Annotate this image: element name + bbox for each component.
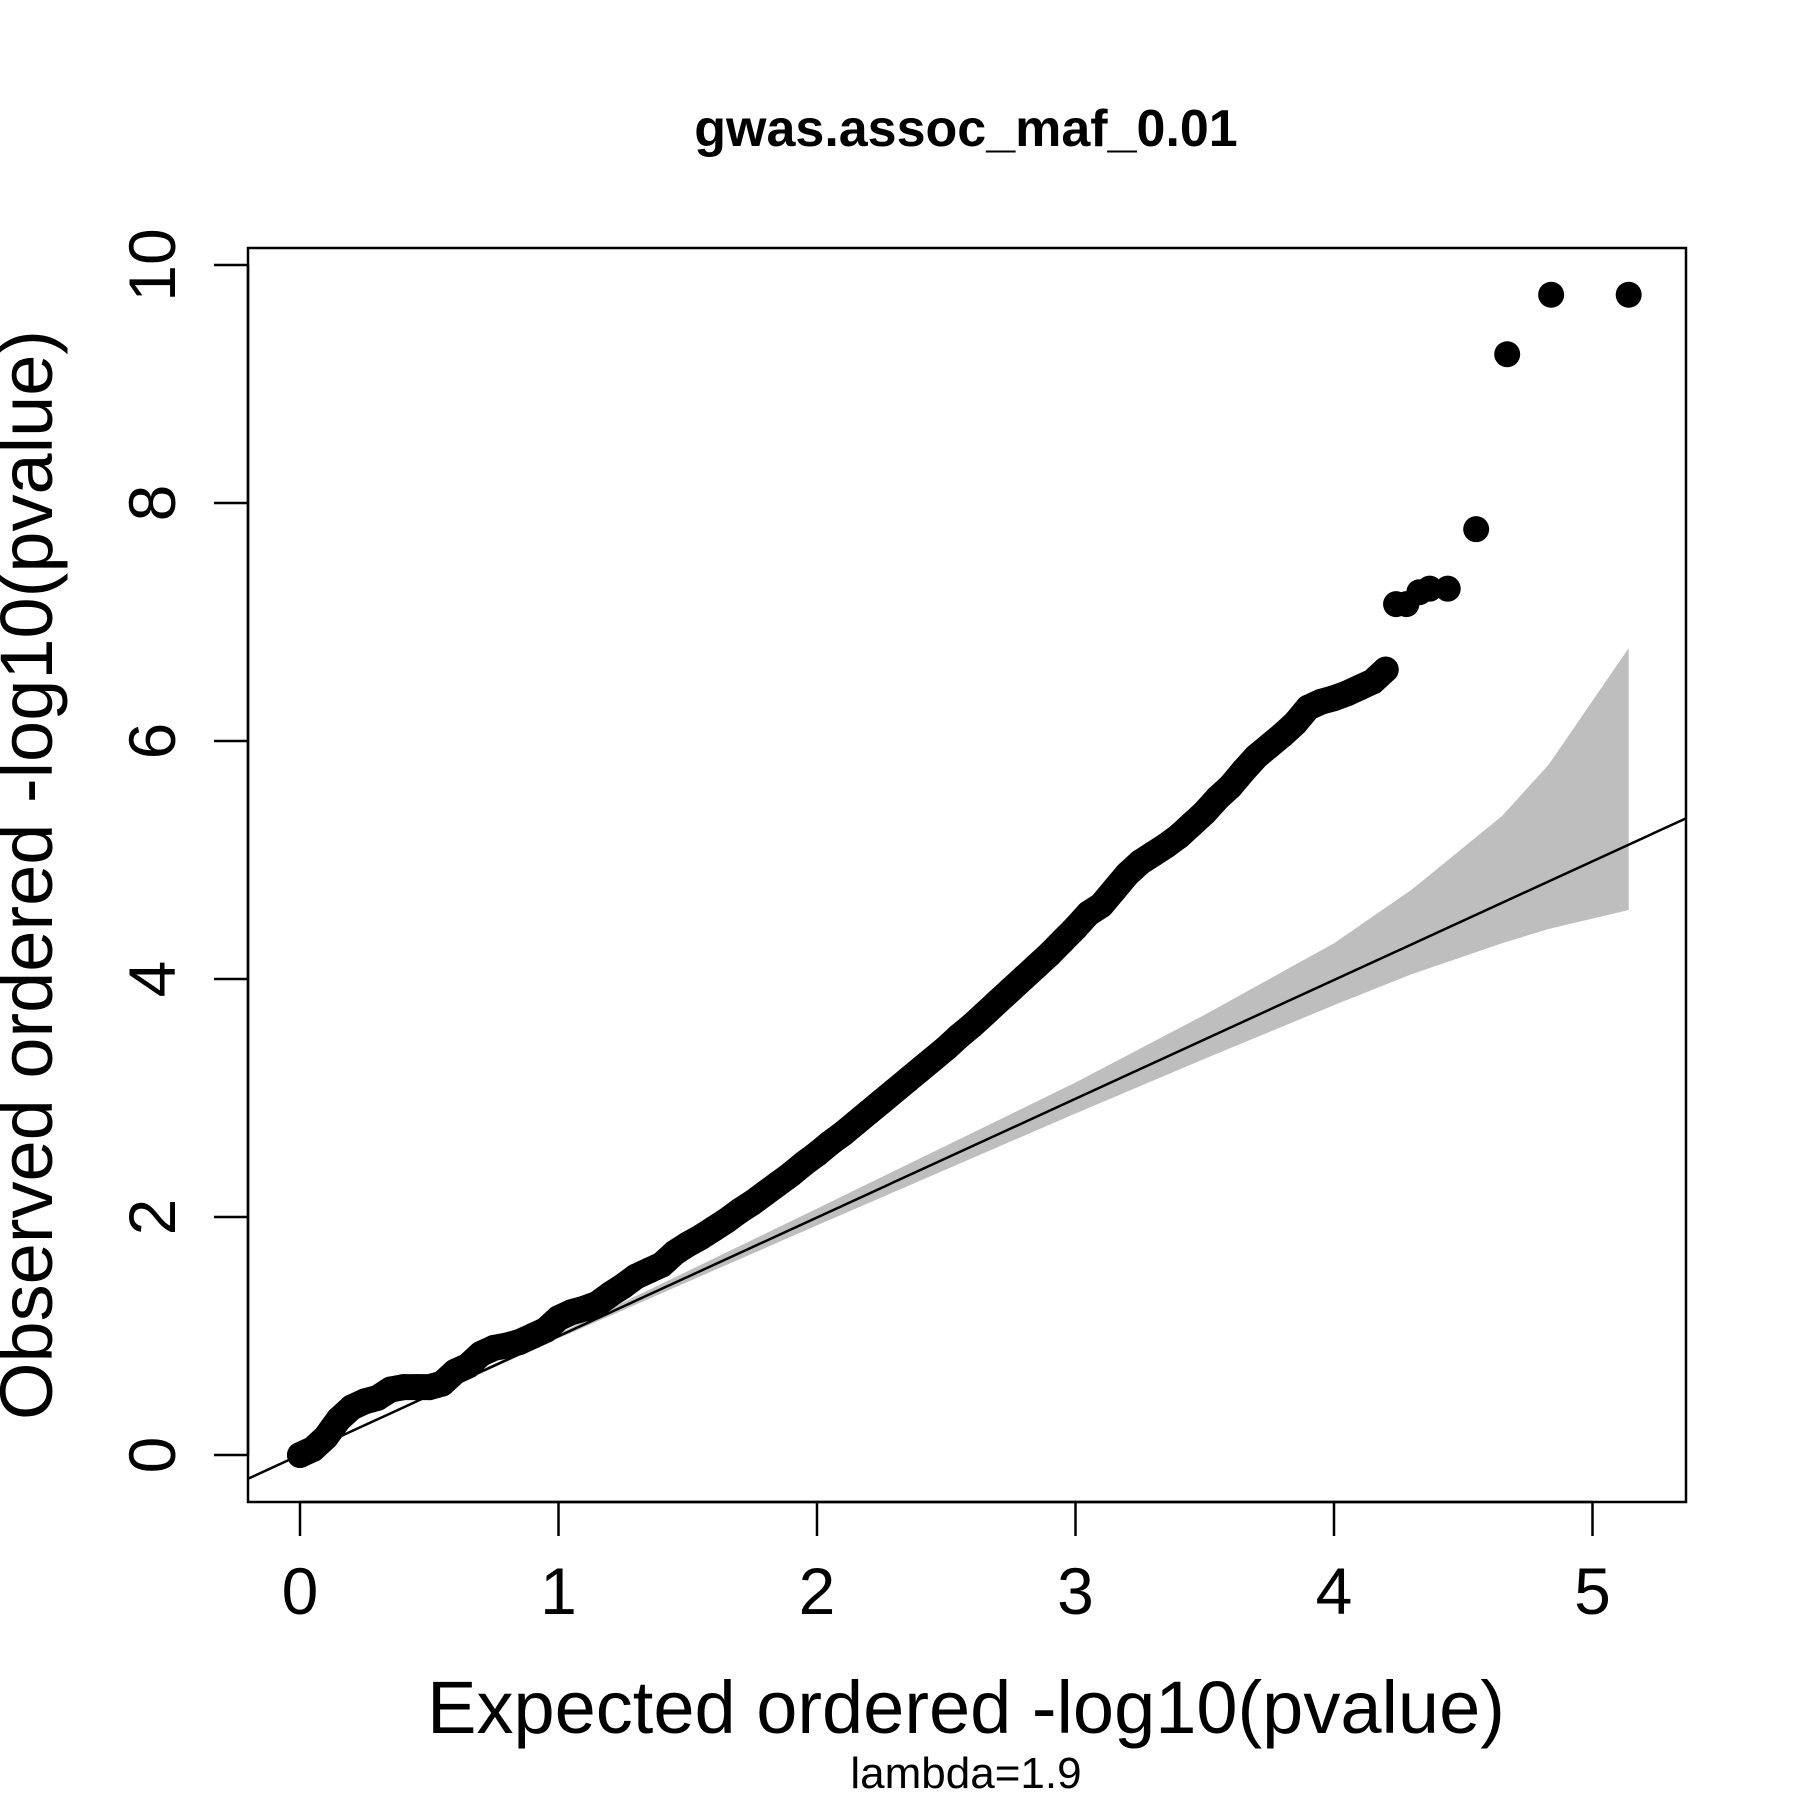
data-point [1434,575,1461,602]
y-axis: 0 2 4 6 8 10 [115,228,250,1474]
x-tick-label: 4 [1316,1554,1353,1628]
y-tick-label: 6 [115,723,189,760]
data-point [1416,575,1443,602]
data-point [1538,281,1565,308]
points-layer [287,281,1642,1468]
y-tick-label: 0 [115,1437,189,1474]
y-tick-label: 2 [115,1199,189,1236]
x-tick-label: 1 [540,1554,577,1628]
y-tick-label: 8 [115,485,189,522]
data-point [1615,281,1642,308]
y-tick-label: 10 [115,228,189,301]
x-tick-label: 3 [1057,1554,1094,1628]
data-point [312,1424,339,1451]
data-point [1463,516,1490,543]
x-tick-label: 5 [1574,1554,1611,1628]
data-point [1372,656,1399,683]
chart-title: gwas.assoc_maf_0.01 [694,100,1237,158]
x-axis: 0 1 2 3 4 5 [282,1500,1611,1628]
x-axis-title: Expected ordered -log10(pvalue) [427,1666,1505,1749]
x-tick-label: 2 [799,1554,836,1628]
lambda-label: lambda=1.9 [850,1749,1081,1798]
y-axis-title: Observed ordered -log10(pvalue) [0,330,68,1420]
data-point [1494,341,1521,368]
reference-line-layer [247,817,1687,1480]
x-tick-label: 0 [282,1554,319,1628]
y-tick-label: 4 [115,961,189,998]
reference-line [247,817,1687,1480]
